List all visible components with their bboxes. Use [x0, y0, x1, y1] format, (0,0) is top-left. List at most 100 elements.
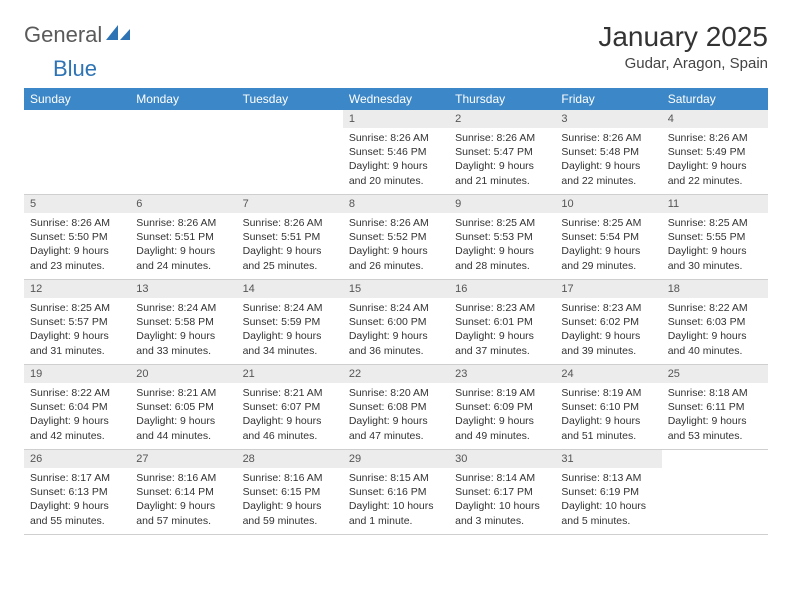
day-cell: 22Sunrise: 8:20 AMSunset: 6:08 PMDayligh…	[343, 364, 449, 449]
daylight-line1: Daylight: 9 hours	[668, 159, 762, 173]
daylight-line2: and 46 minutes.	[243, 429, 337, 443]
daylight-line1: Daylight: 9 hours	[243, 244, 337, 258]
sunset-text: Sunset: 6:02 PM	[561, 315, 655, 329]
day-number: 29	[343, 450, 449, 468]
daylight-line2: and 57 minutes.	[136, 514, 230, 528]
daylight-line1: Daylight: 9 hours	[455, 414, 549, 428]
sunrise-text: Sunrise: 8:19 AM	[561, 386, 655, 400]
day-number	[24, 110, 130, 128]
sunset-text: Sunset: 5:46 PM	[349, 145, 443, 159]
daylight-line2: and 22 minutes.	[668, 174, 762, 188]
daylight-line2: and 40 minutes.	[668, 344, 762, 358]
day-number: 7	[237, 195, 343, 213]
sunrise-text: Sunrise: 8:26 AM	[349, 216, 443, 230]
calendar-table: SundayMondayTuesdayWednesdayThursdayFrid…	[24, 88, 768, 535]
sunset-text: Sunset: 5:51 PM	[243, 230, 337, 244]
sunrise-text: Sunrise: 8:22 AM	[30, 386, 124, 400]
sunrise-text: Sunrise: 8:15 AM	[349, 471, 443, 485]
day-body	[662, 468, 768, 526]
daylight-line2: and 5 minutes.	[561, 514, 655, 528]
daylight-line1: Daylight: 9 hours	[561, 244, 655, 258]
daylight-line2: and 49 minutes.	[455, 429, 549, 443]
day-number	[662, 450, 768, 468]
daylight-line2: and 59 minutes.	[243, 514, 337, 528]
day-body: Sunrise: 8:23 AMSunset: 6:02 PMDaylight:…	[555, 298, 661, 364]
logo: General	[24, 22, 131, 48]
day-body: Sunrise: 8:19 AMSunset: 6:10 PMDaylight:…	[555, 383, 661, 449]
daylight-line2: and 24 minutes.	[136, 259, 230, 273]
daylight-line1: Daylight: 9 hours	[668, 329, 762, 343]
day-body: Sunrise: 8:26 AMSunset: 5:49 PMDaylight:…	[662, 128, 768, 194]
sunset-text: Sunset: 5:54 PM	[561, 230, 655, 244]
day-header-sunday: Sunday	[24, 88, 130, 110]
daylight-line1: Daylight: 9 hours	[243, 499, 337, 513]
sunset-text: Sunset: 6:08 PM	[349, 400, 443, 414]
sunrise-text: Sunrise: 8:18 AM	[668, 386, 762, 400]
daylight-line2: and 30 minutes.	[668, 259, 762, 273]
week-row: 1Sunrise: 8:26 AMSunset: 5:46 PMDaylight…	[24, 110, 768, 194]
day-number: 25	[662, 365, 768, 383]
daylight-line2: and 55 minutes.	[30, 514, 124, 528]
sunrise-text: Sunrise: 8:23 AM	[455, 301, 549, 315]
day-body: Sunrise: 8:16 AMSunset: 6:14 PMDaylight:…	[130, 468, 236, 534]
day-cell: 30Sunrise: 8:14 AMSunset: 6:17 PMDayligh…	[449, 449, 555, 534]
day-body: Sunrise: 8:26 AMSunset: 5:47 PMDaylight:…	[449, 128, 555, 194]
daylight-line1: Daylight: 9 hours	[243, 414, 337, 428]
daylight-line2: and 33 minutes.	[136, 344, 230, 358]
week-row: 5Sunrise: 8:26 AMSunset: 5:50 PMDaylight…	[24, 194, 768, 279]
day-cell: 31Sunrise: 8:13 AMSunset: 6:19 PMDayligh…	[555, 449, 661, 534]
sunrise-text: Sunrise: 8:25 AM	[561, 216, 655, 230]
day-cell: 29Sunrise: 8:15 AMSunset: 6:16 PMDayligh…	[343, 449, 449, 534]
day-header-monday: Monday	[130, 88, 236, 110]
day-cell: 7Sunrise: 8:26 AMSunset: 5:51 PMDaylight…	[237, 194, 343, 279]
day-cell: 1Sunrise: 8:26 AMSunset: 5:46 PMDaylight…	[343, 110, 449, 194]
daylight-line1: Daylight: 9 hours	[349, 159, 443, 173]
daylight-line1: Daylight: 9 hours	[30, 244, 124, 258]
day-body: Sunrise: 8:24 AMSunset: 5:59 PMDaylight:…	[237, 298, 343, 364]
day-number: 28	[237, 450, 343, 468]
sunset-text: Sunset: 6:16 PM	[349, 485, 443, 499]
empty-day-cell	[237, 110, 343, 194]
daylight-line2: and 31 minutes.	[30, 344, 124, 358]
day-number: 11	[662, 195, 768, 213]
day-body: Sunrise: 8:13 AMSunset: 6:19 PMDaylight:…	[555, 468, 661, 534]
day-body: Sunrise: 8:26 AMSunset: 5:51 PMDaylight:…	[237, 213, 343, 279]
sunrise-text: Sunrise: 8:26 AM	[668, 131, 762, 145]
day-body	[24, 128, 130, 186]
day-header-wednesday: Wednesday	[343, 88, 449, 110]
daylight-line1: Daylight: 9 hours	[136, 499, 230, 513]
sunrise-text: Sunrise: 8:20 AM	[349, 386, 443, 400]
day-number: 9	[449, 195, 555, 213]
day-cell: 3Sunrise: 8:26 AMSunset: 5:48 PMDaylight…	[555, 110, 661, 194]
sunrise-text: Sunrise: 8:14 AM	[455, 471, 549, 485]
day-header-tuesday: Tuesday	[237, 88, 343, 110]
sunrise-text: Sunrise: 8:21 AM	[136, 386, 230, 400]
sunrise-text: Sunrise: 8:26 AM	[243, 216, 337, 230]
day-body: Sunrise: 8:20 AMSunset: 6:08 PMDaylight:…	[343, 383, 449, 449]
day-body: Sunrise: 8:15 AMSunset: 6:16 PMDaylight:…	[343, 468, 449, 534]
sunset-text: Sunset: 5:47 PM	[455, 145, 549, 159]
sunset-text: Sunset: 5:48 PM	[561, 145, 655, 159]
sunset-text: Sunset: 6:11 PM	[668, 400, 762, 414]
daylight-line2: and 22 minutes.	[561, 174, 655, 188]
sunset-text: Sunset: 6:01 PM	[455, 315, 549, 329]
daylight-line2: and 42 minutes.	[30, 429, 124, 443]
daylight-line2: and 37 minutes.	[455, 344, 549, 358]
day-number: 19	[24, 365, 130, 383]
sunrise-text: Sunrise: 8:22 AM	[668, 301, 762, 315]
logo-text-general: General	[24, 22, 102, 48]
sunset-text: Sunset: 6:00 PM	[349, 315, 443, 329]
day-cell: 28Sunrise: 8:16 AMSunset: 6:15 PMDayligh…	[237, 449, 343, 534]
day-cell: 9Sunrise: 8:25 AMSunset: 5:53 PMDaylight…	[449, 194, 555, 279]
day-cell: 2Sunrise: 8:26 AMSunset: 5:47 PMDaylight…	[449, 110, 555, 194]
day-cell: 18Sunrise: 8:22 AMSunset: 6:03 PMDayligh…	[662, 279, 768, 364]
calendar-body: 1Sunrise: 8:26 AMSunset: 5:46 PMDaylight…	[24, 110, 768, 534]
sunrise-text: Sunrise: 8:16 AM	[136, 471, 230, 485]
sunrise-text: Sunrise: 8:26 AM	[349, 131, 443, 145]
daylight-line1: Daylight: 9 hours	[136, 244, 230, 258]
daylight-line1: Daylight: 9 hours	[561, 329, 655, 343]
day-number: 30	[449, 450, 555, 468]
daylight-line2: and 53 minutes.	[668, 429, 762, 443]
daylight-line1: Daylight: 9 hours	[349, 244, 443, 258]
day-number: 18	[662, 280, 768, 298]
